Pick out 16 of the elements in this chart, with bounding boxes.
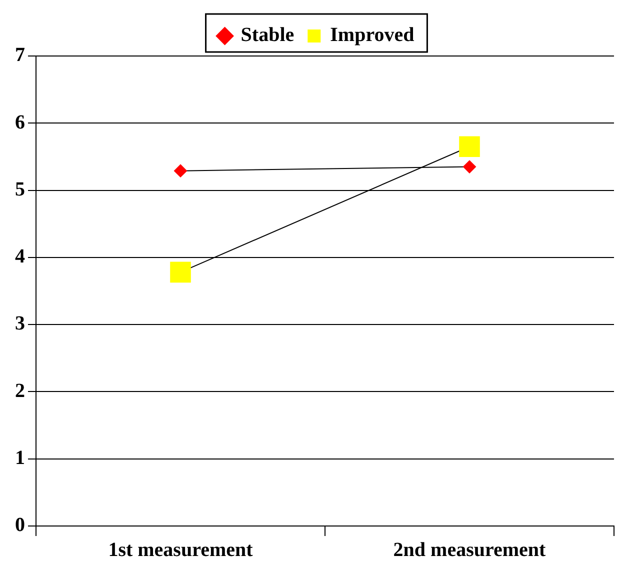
x-tick-label: 2nd measurement xyxy=(393,539,546,562)
point xyxy=(174,164,187,178)
y-tick-label: 4 xyxy=(15,246,25,268)
point xyxy=(463,160,476,174)
y-tick-label: 1 xyxy=(15,447,25,470)
y-tick-label: 6 xyxy=(15,111,25,134)
legend-label: Improved xyxy=(330,24,414,46)
x-tick-label: 1st measurement xyxy=(108,539,254,562)
y-tick-label: 2 xyxy=(15,380,25,402)
y-tick-label: 5 xyxy=(15,178,25,200)
point xyxy=(459,136,480,158)
point xyxy=(170,262,191,283)
y-tick-label: 3 xyxy=(15,312,25,335)
y-tick-label: 7 xyxy=(15,44,25,66)
legend-label: Stable xyxy=(240,24,294,46)
y-tick-label: 0 xyxy=(15,514,25,536)
